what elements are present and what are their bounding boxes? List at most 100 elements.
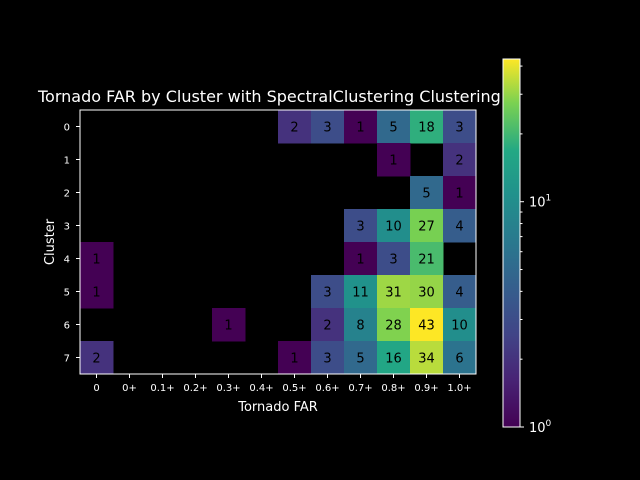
heatmap-cell <box>410 242 444 276</box>
cell-value-label: 10 <box>451 319 468 334</box>
cell-value-label: 3 <box>356 220 364 235</box>
heatmap-cell <box>410 209 444 243</box>
heatmap-cell <box>344 308 378 342</box>
heatmap-cell <box>311 110 345 144</box>
heatmap-cell <box>410 176 444 210</box>
x-tick-label: 0.2+ <box>183 383 207 394</box>
cell-value-label: 16 <box>385 352 402 367</box>
heatmap-cell <box>80 242 114 276</box>
cell-value-label: 5 <box>356 352 364 367</box>
heatmap-cell <box>344 110 378 144</box>
y-tick-label: 2 <box>64 189 70 200</box>
cell-value-label: 30 <box>418 286 435 301</box>
cell-value-label: 5 <box>422 187 430 202</box>
colorbar-ticks: 100 101 <box>520 65 552 436</box>
cell-value-label: 2 <box>455 154 463 169</box>
heatmap-cell <box>278 341 312 375</box>
y-tick-label: 6 <box>64 321 70 332</box>
heatmap-cell <box>377 341 411 375</box>
x-tick-label: 1.0+ <box>447 383 471 394</box>
heatmap-cell <box>443 308 477 342</box>
heatmap-cell <box>344 242 378 276</box>
heatmap-cell <box>311 308 345 342</box>
plot-frame <box>79 109 477 375</box>
cell-value-label: 2 <box>290 121 298 136</box>
cell-value-label: 11 <box>352 286 369 301</box>
x-axis-ticks: 0 0+ 0.1+ 0.2+ 0.3+ 0.4+ 0.5+ 0.6+ 0.7+ 0.8+ 0.9+ 1… <box>93 374 472 394</box>
cell-value-label: 3 <box>323 121 331 136</box>
x-tick-label: 0.1+ <box>150 383 174 394</box>
y-tick-label: 7 <box>64 354 70 365</box>
cell-value-label: 28 <box>385 319 402 334</box>
cell-value-label: 27 <box>418 220 435 235</box>
y-tick-label: 5 <box>64 288 70 299</box>
heatmap-cell <box>443 143 477 177</box>
cell-value-label: 10 <box>385 220 402 235</box>
cell-value-label: 6 <box>455 352 463 367</box>
heatmap-cell <box>377 209 411 243</box>
cell-value-label: 5 <box>389 121 397 136</box>
y-tick-label: 3 <box>64 222 70 233</box>
cell-value-label: 18 <box>418 121 435 136</box>
heatmap-cell <box>443 275 477 309</box>
heatmap-cell <box>377 242 411 276</box>
cell-value-label: 1 <box>356 253 364 268</box>
cell-value-label: 1 <box>455 187 463 202</box>
cell-value-label: 21 <box>418 253 435 268</box>
cell-value-labels: 2 3 1 5 18 31 25 13 10 27 41 1 3 211 3 11 31 30 41 2 8 28 43 10… <box>92 121 467 367</box>
cell-value-label: 34 <box>418 352 435 367</box>
cell-value-label: 4 <box>455 220 463 235</box>
cell-value-label: 1 <box>356 121 364 136</box>
cell-value-label: 1 <box>290 352 298 367</box>
x-tick-label: 0.7+ <box>348 383 372 394</box>
cell-value-label: 3 <box>323 352 331 367</box>
cell-value-label: 3 <box>323 286 331 301</box>
cell-value-label: 1 <box>389 154 397 169</box>
heatmap-cell <box>344 341 378 375</box>
heatmap-cell <box>311 275 345 309</box>
heatmap-cell <box>377 308 411 342</box>
cell-value-label: 4 <box>455 286 463 301</box>
x-tick-label: 0.6+ <box>315 383 339 394</box>
x-tick-label: 0.9+ <box>414 383 438 394</box>
heatmap-cell <box>344 275 378 309</box>
cell-value-label: 1 <box>92 286 100 301</box>
y-tick-label: 1 <box>64 156 70 167</box>
heatmap-cell <box>377 110 411 144</box>
y-tick-label: 4 <box>64 255 70 266</box>
heatmap-cell <box>410 341 444 375</box>
colorbar-tick-label: 101 <box>529 194 551 211</box>
x-tick-label: 0 <box>93 383 99 394</box>
heatmap-cell <box>344 209 378 243</box>
heatmap-cell <box>311 341 345 375</box>
cell-value-label: 31 <box>385 286 402 301</box>
y-tick-label: 0 <box>64 123 70 134</box>
cell-value-label: 2 <box>323 319 331 334</box>
x-tick-label: 0.3+ <box>216 383 240 394</box>
heatmap-cell <box>443 176 477 210</box>
y-axis-ticks: 0 1 2 3 4 5 6 7 <box>64 123 80 365</box>
x-tick-label: 0.5+ <box>282 383 306 394</box>
heatmap-cell <box>443 209 477 243</box>
heatmap-cell <box>443 341 477 375</box>
heatmap-cells <box>80 110 477 375</box>
heatmap-cell <box>410 275 444 309</box>
heatmap-cell <box>212 308 246 342</box>
heatmap-cell <box>410 110 444 144</box>
heatmap-cell <box>443 110 477 144</box>
x-tick-label: 0.4+ <box>249 383 273 394</box>
chart-title: Tornado FAR by Cluster with SpectralClus… <box>37 87 501 106</box>
x-axis-label: Tornado FAR <box>237 400 318 415</box>
heatmap-cell <box>377 143 411 177</box>
cell-value-label: 43 <box>418 319 435 334</box>
heatmap-cell <box>377 275 411 309</box>
x-tick-label: 0+ <box>122 383 137 394</box>
x-tick-label: 0.8+ <box>381 383 405 394</box>
colorbar <box>502 58 521 428</box>
cell-value-label: 8 <box>356 319 364 334</box>
heatmap-cell <box>80 341 114 375</box>
cell-value-label: 3 <box>455 121 463 136</box>
y-axis-label: Cluster <box>43 218 58 265</box>
colorbar-tick-label: 100 <box>529 419 552 436</box>
